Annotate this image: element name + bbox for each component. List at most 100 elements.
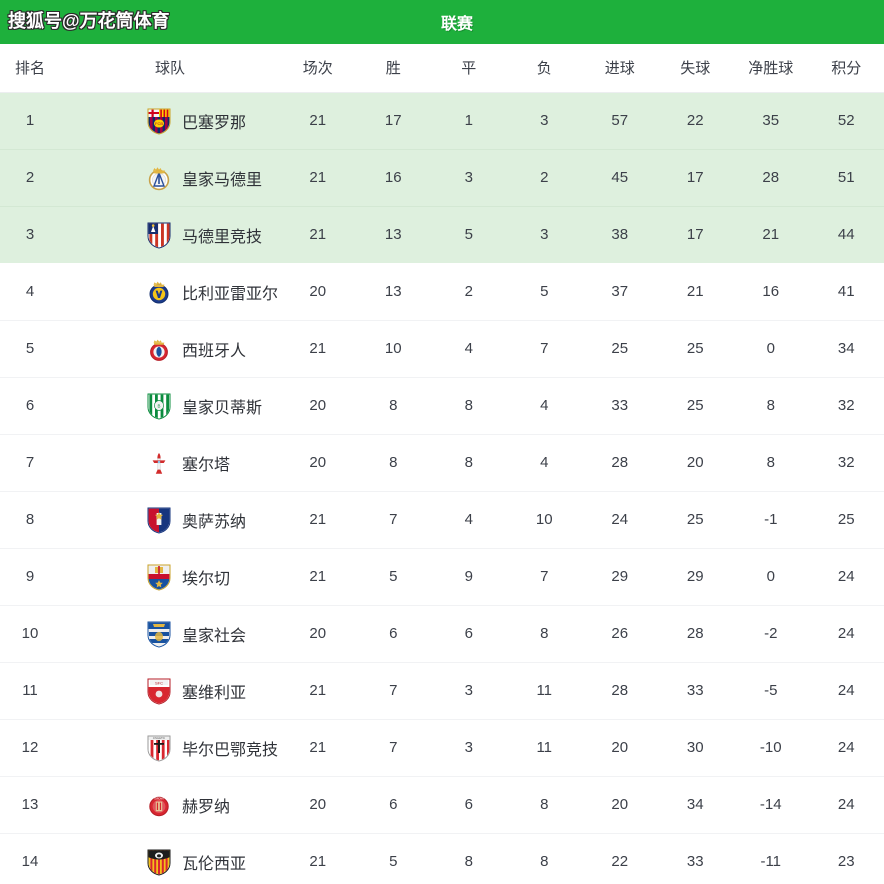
valencia-crest [146,848,182,876]
cell-rank: 9 [0,548,60,606]
cell-goals-for: 37 [582,263,658,321]
table-row[interactable]: 5 西班牙人 21 10 4 7 25 25 0 34 [0,320,884,378]
cell-goals-for: 26 [582,605,658,663]
cell-goals-for: 20 [582,776,658,834]
cell-played: 21 [280,206,356,264]
team-name-label: 西班牙人 [182,342,247,360]
cell-rank: 8 [0,491,60,549]
cell-rank: 11 [0,662,60,720]
cell-team[interactable]: 瓦伦西亚 [60,833,280,884]
cell-draw: 8 [431,377,507,435]
cell-goals-against: 28 [657,605,733,663]
cell-points: 51 [808,149,884,207]
table-row[interactable]: 7 塞尔塔 20 8 8 4 28 20 8 32 [0,434,884,492]
cell-rank: 12 [0,719,60,777]
cell-loss: 8 [506,776,582,834]
table-row[interactable]: 8 奥萨苏纳 21 7 4 10 24 25 -1 25 [0,491,884,549]
cell-goal-diff: -14 [733,776,809,834]
table-row[interactable]: 1 FCB 巴塞罗那 21 17 1 3 57 22 35 52 [0,92,884,150]
column-header-goals-against[interactable]: 失球 [657,44,733,93]
team-identity: 西班牙人 [60,335,280,363]
cell-goal-diff: -2 [733,605,809,663]
team-name-label: 皇家贝蒂斯 [182,399,263,417]
standings-table: 排名 球队 场次 胜 平 负 进球 失球 净胜球 积分 1 FCB 巴塞罗那 21 17… [0,44,884,884]
cell-loss: 5 [506,263,582,321]
cell-goals-for: 20 [582,719,658,777]
cell-win: 7 [355,491,431,549]
cell-goal-diff: -11 [733,833,809,884]
cell-points: 23 [808,833,884,884]
cell-points: 32 [808,377,884,435]
cell-played: 20 [280,776,356,834]
watermark-label: 搜狐号@万花筒体育 [8,11,170,31]
cell-team[interactable]: FCB 巴塞罗那 [60,92,280,150]
cell-draw: 1 [431,92,507,150]
column-header-points[interactable]: 积分 [808,44,884,93]
real-sociedad-crest [146,620,182,648]
team-identity: 比利亚雷亚尔 [60,278,280,306]
column-header-goals-for[interactable]: 进球 [582,44,658,93]
column-header-win[interactable]: 胜 [355,44,431,93]
table-row[interactable]: 11 SFC 塞维利亚 21 7 3 11 28 33 -5 24 [0,662,884,720]
cell-points: 24 [808,548,884,606]
column-header-loss[interactable]: 负 [506,44,582,93]
table-row[interactable]: 4 比利亚雷亚尔 20 13 2 5 37 21 16 41 [0,263,884,321]
table-row[interactable]: 6 B 皇家贝蒂斯 20 8 8 4 33 25 8 32 [0,377,884,435]
cell-draw: 3 [431,662,507,720]
cell-goals-for: 57 [582,92,658,150]
table-row[interactable]: 9 埃尔切 21 5 9 7 29 29 0 24 [0,548,884,606]
column-header-goal-diff[interactable]: 净胜球 [733,44,809,93]
cell-draw: 8 [431,434,507,492]
table-row[interactable]: 13 GIRONA 赫罗纳 20 6 6 8 20 34 -14 24 [0,776,884,834]
cell-team[interactable]: GIRONA 赫罗纳 [60,776,280,834]
table-row[interactable]: 3 马德里竞技 21 13 5 3 38 17 21 44 [0,206,884,264]
cell-team[interactable]: ATHLETIC 毕尔巴鄂竞技 [60,719,280,777]
cell-team[interactable]: SFC 塞维利亚 [60,662,280,720]
column-header-played[interactable]: 场次 [280,44,356,93]
cell-team[interactable]: 塞尔塔 [60,434,280,492]
cell-loss: 11 [506,719,582,777]
cell-loss: 4 [506,434,582,492]
cell-loss: 8 [506,605,582,663]
cell-team[interactable]: 马德里竞技 [60,206,280,264]
team-name-label: 埃尔切 [182,570,231,588]
cell-win: 5 [355,833,431,884]
cell-rank: 6 [0,377,60,435]
table-body: 1 FCB 巴塞罗那 21 17 1 3 57 22 35 52 2 皇家马德里 21 16 3 2 45 17 28… [0,92,884,884]
cell-win: 5 [355,548,431,606]
table-row[interactable]: 10 皇家社会 20 6 6 8 26 28 -2 24 [0,605,884,663]
table-row[interactable]: 12 ATHLETIC 毕尔巴鄂竞技 21 7 3 11 20 30 -10 24 [0,719,884,777]
team-identity: 塞尔塔 [60,449,280,477]
cell-goals-for: 25 [582,320,658,378]
cell-goals-against: 17 [657,206,733,264]
cell-goals-for: 45 [582,149,658,207]
svg-text:SFC: SFC [155,680,163,685]
column-header-draw[interactable]: 平 [431,44,507,93]
team-identity: 埃尔切 [60,563,280,591]
cell-win: 7 [355,662,431,720]
cell-goals-against: 33 [657,833,733,884]
cell-team[interactable]: B 皇家贝蒂斯 [60,377,280,435]
column-header-team[interactable]: 球队 [60,44,280,93]
table-row[interactable]: 14 瓦伦西亚 21 5 8 8 22 33 -11 23 [0,833,884,884]
cell-win: 8 [355,377,431,435]
sevilla-crest: SFC [146,677,182,705]
cell-loss: 3 [506,206,582,264]
cell-team[interactable]: 埃尔切 [60,548,280,606]
cell-team[interactable]: 皇家社会 [60,605,280,663]
cell-team[interactable]: 奥萨苏纳 [60,491,280,549]
cell-loss: 7 [506,320,582,378]
cell-goals-for: 22 [582,833,658,884]
cell-goals-against: 25 [657,377,733,435]
column-header-rank[interactable]: 排名 [0,44,60,93]
cell-goals-against: 25 [657,491,733,549]
athletic-bilbao-crest: ATHLETIC [146,734,182,762]
cell-win: 16 [355,149,431,207]
table-header: 排名 球队 场次 胜 平 负 进球 失球 净胜球 积分 [0,44,884,93]
table-row[interactable]: 2 皇家马德里 21 16 3 2 45 17 28 51 [0,149,884,207]
cell-team[interactable]: 比利亚雷亚尔 [60,263,280,321]
cell-team[interactable]: 皇家马德里 [60,149,280,207]
cell-rank: 1 [0,92,60,150]
cell-team[interactable]: 西班牙人 [60,320,280,378]
cell-win: 6 [355,776,431,834]
